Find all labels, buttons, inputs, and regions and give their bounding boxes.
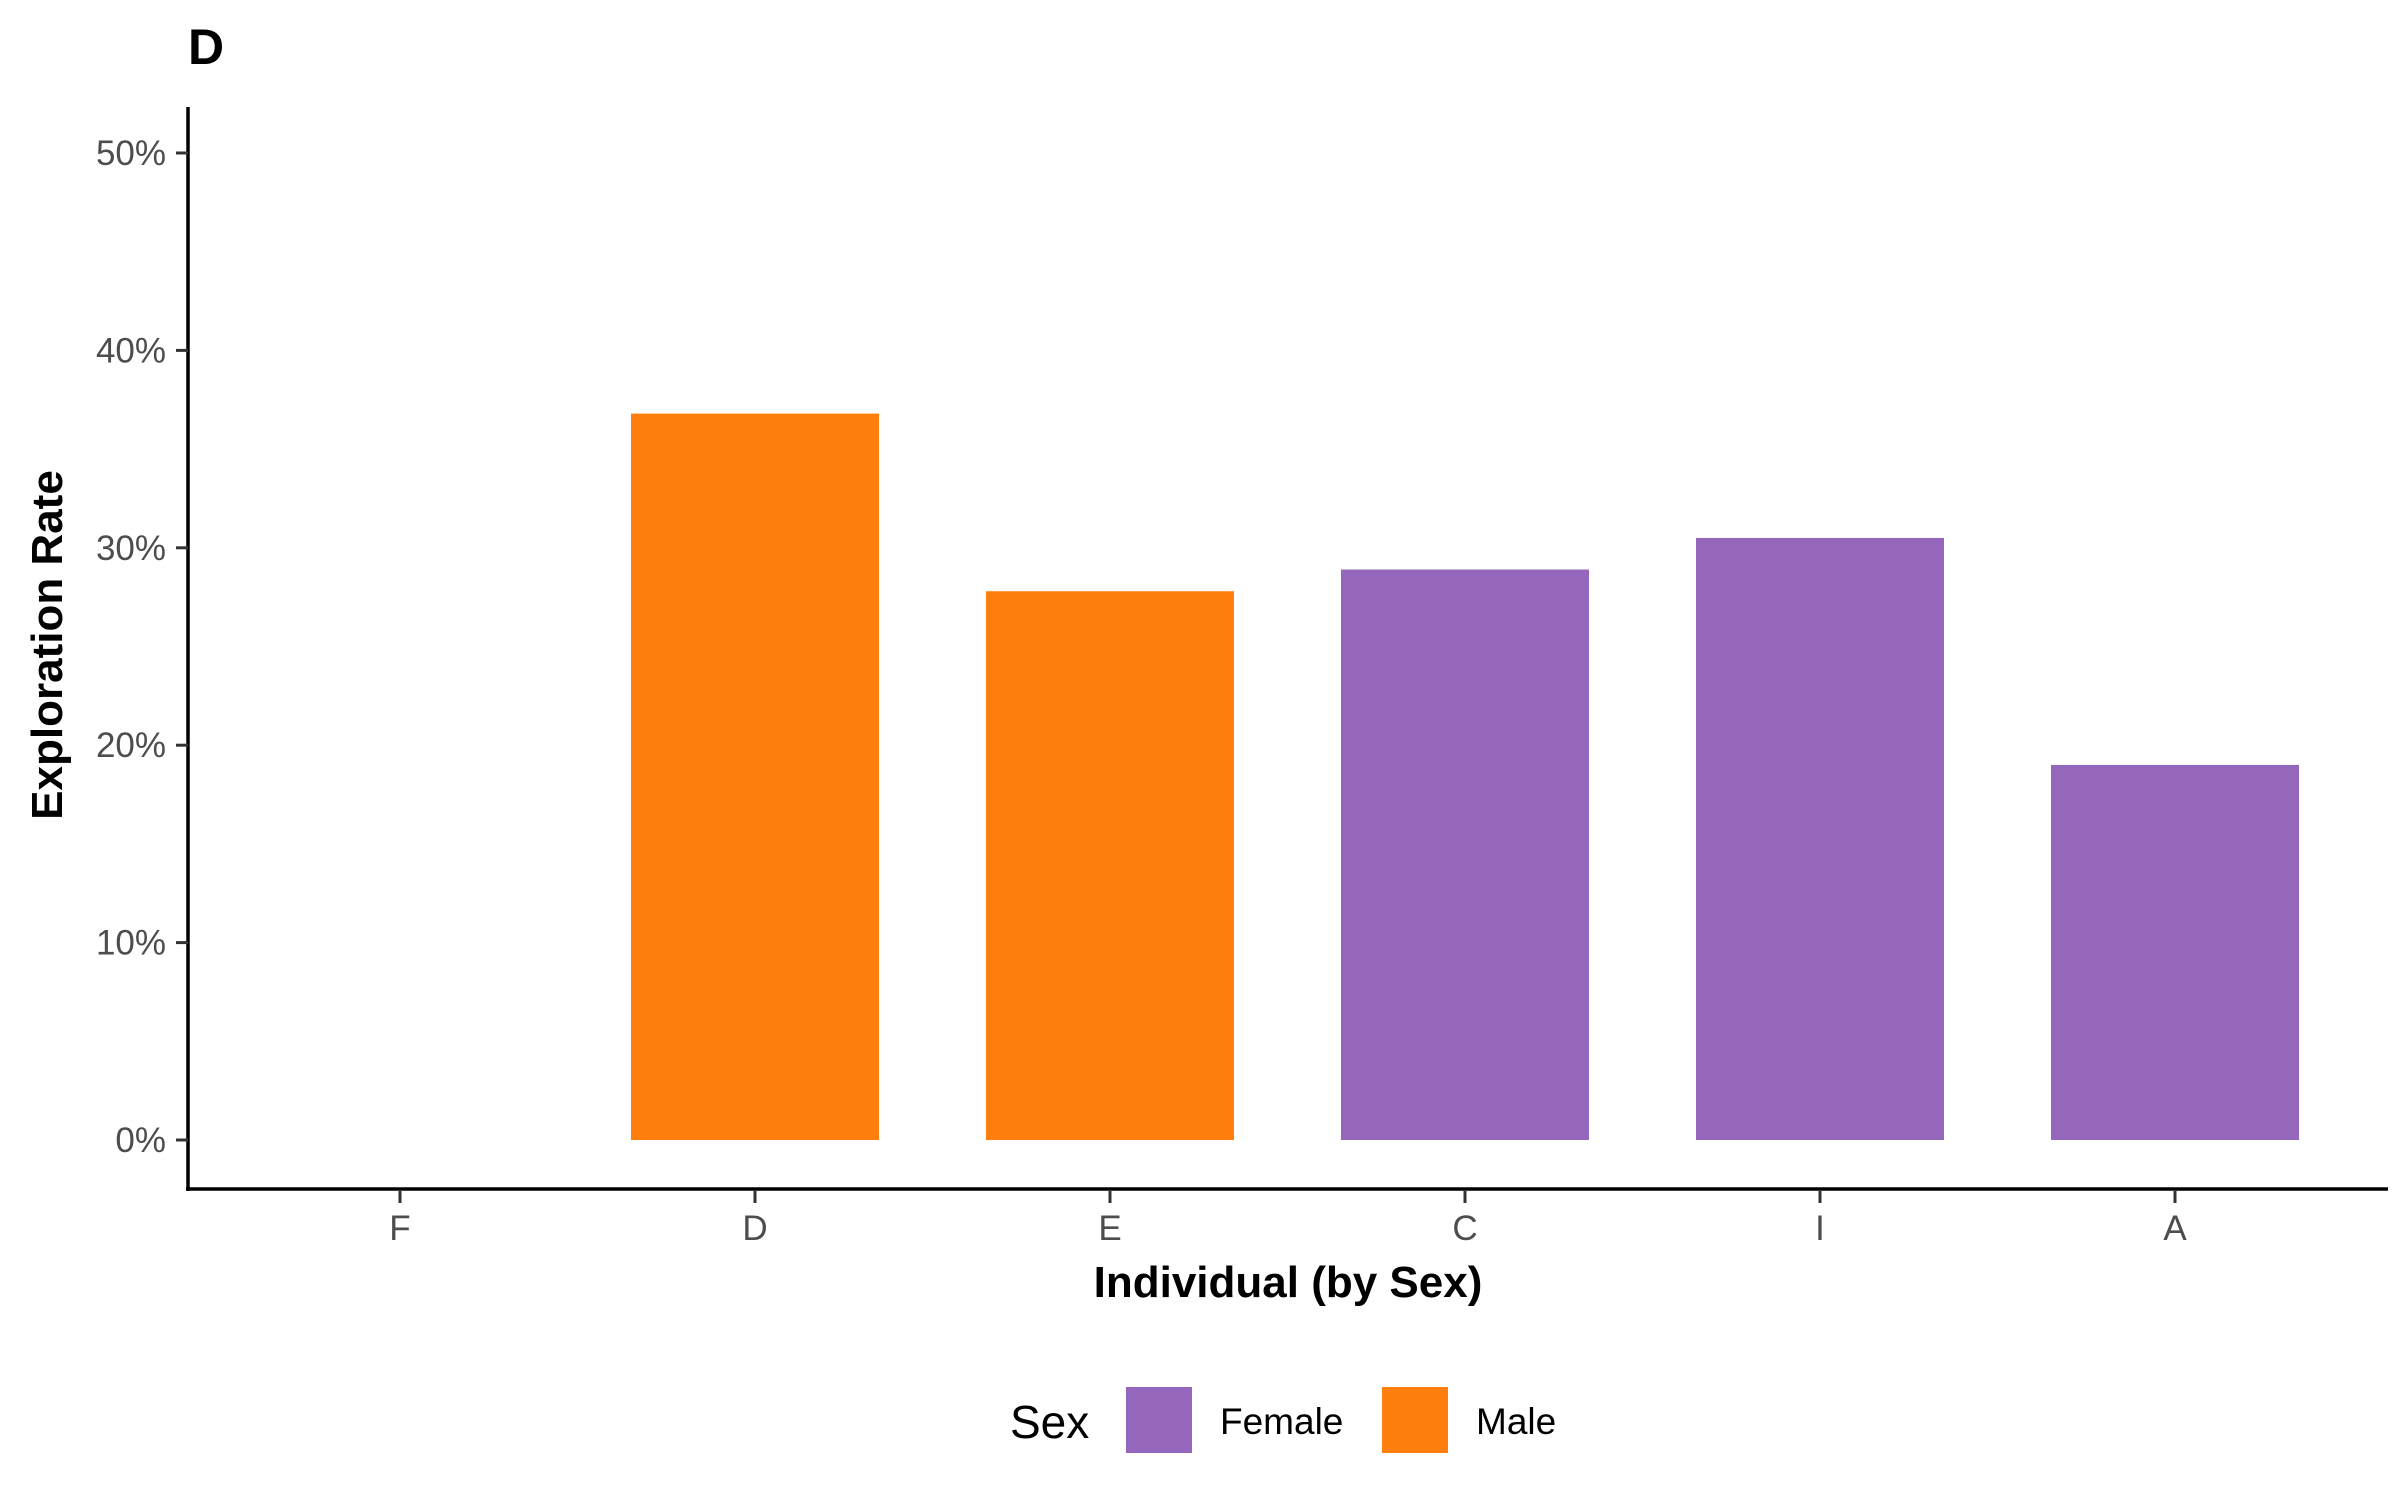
legend-title: Sex: [1010, 1396, 1089, 1448]
x-tick-label: C: [1452, 1209, 1477, 1248]
legend-entries: Female Male: [1126, 1387, 1556, 1453]
y-tick-label: 40%: [96, 331, 166, 370]
panel-tag: D: [188, 19, 224, 75]
x-tick-label: F: [389, 1209, 410, 1248]
bar-E: [986, 591, 1234, 1140]
y-axis-title: Exploration Rate: [23, 470, 72, 820]
y-tick-label: 0%: [115, 1121, 166, 1160]
bar-I: [1696, 537, 1944, 1140]
bar-A: [2051, 764, 2299, 1140]
x-axis-title: Individual (by Sex): [1094, 1258, 1483, 1307]
legend-key-male: [1382, 1387, 1448, 1453]
bars-group: [631, 413, 2299, 1140]
bar-D: [631, 413, 879, 1140]
x-tick-label: E: [1098, 1209, 1121, 1248]
legend-label-female: Female: [1220, 1401, 1343, 1442]
y-tick-label: 10%: [96, 924, 166, 963]
bar-C: [1341, 569, 1589, 1140]
x-tick-label: D: [742, 1209, 767, 1248]
y-ticks: 0% 10% 20% 30% 40% 50%: [96, 134, 188, 1160]
y-tick-label: 30%: [96, 529, 166, 568]
y-tick-label: 20%: [96, 726, 166, 765]
x-tick-label: I: [1815, 1209, 1825, 1248]
legend: Sex Female Male: [1010, 1387, 1556, 1453]
legend-key-female: [1126, 1387, 1192, 1453]
y-tick-label: 50%: [96, 134, 166, 173]
legend-label-male: Male: [1476, 1401, 1556, 1442]
x-tick-label: A: [2163, 1209, 2187, 1248]
y-axis: 0% 10% 20% 30% 40% 50%: [96, 107, 190, 1191]
